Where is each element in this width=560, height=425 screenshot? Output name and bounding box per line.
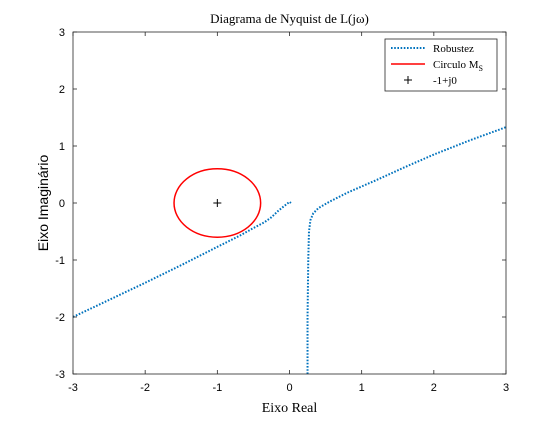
y-tick-label: 2: [59, 84, 65, 96]
series-robustez-branch-1: [73, 202, 291, 317]
legend-entry-3: -1+j0: [433, 75, 457, 87]
y-tick-label: -3: [55, 369, 65, 381]
x-tick-label: 3: [503, 382, 509, 394]
legend-entry-2: Circulo MS: [433, 59, 483, 73]
x-tick-label: -1: [212, 382, 222, 394]
x-tick-label: -3: [68, 382, 78, 394]
x-tick-label: 2: [431, 382, 437, 394]
point-marker-minus1-j0: [213, 199, 221, 207]
y-tick-label: -1: [55, 255, 65, 267]
y-tick-label: -2: [55, 312, 65, 324]
x-tick-label: 0: [286, 382, 292, 394]
legend-entry-subscript: S: [479, 64, 483, 73]
y-tick-label: 3: [59, 27, 65, 39]
series-robustez-branch-2: [308, 127, 506, 374]
data-group: [73, 127, 506, 374]
x-tick-label: -2: [140, 382, 150, 394]
legend-entry-1: Robustez: [433, 43, 474, 55]
x-axis-label: Eixo Real: [262, 401, 318, 416]
y-tick-label: 1: [59, 141, 65, 153]
y-tick-label: 0: [59, 198, 65, 210]
y-axis-label: Eixo Imaginário: [35, 155, 51, 252]
chart-title: Diagrama de Nyquist de L(jω): [210, 11, 369, 26]
x-tick-label: 1: [359, 382, 365, 394]
